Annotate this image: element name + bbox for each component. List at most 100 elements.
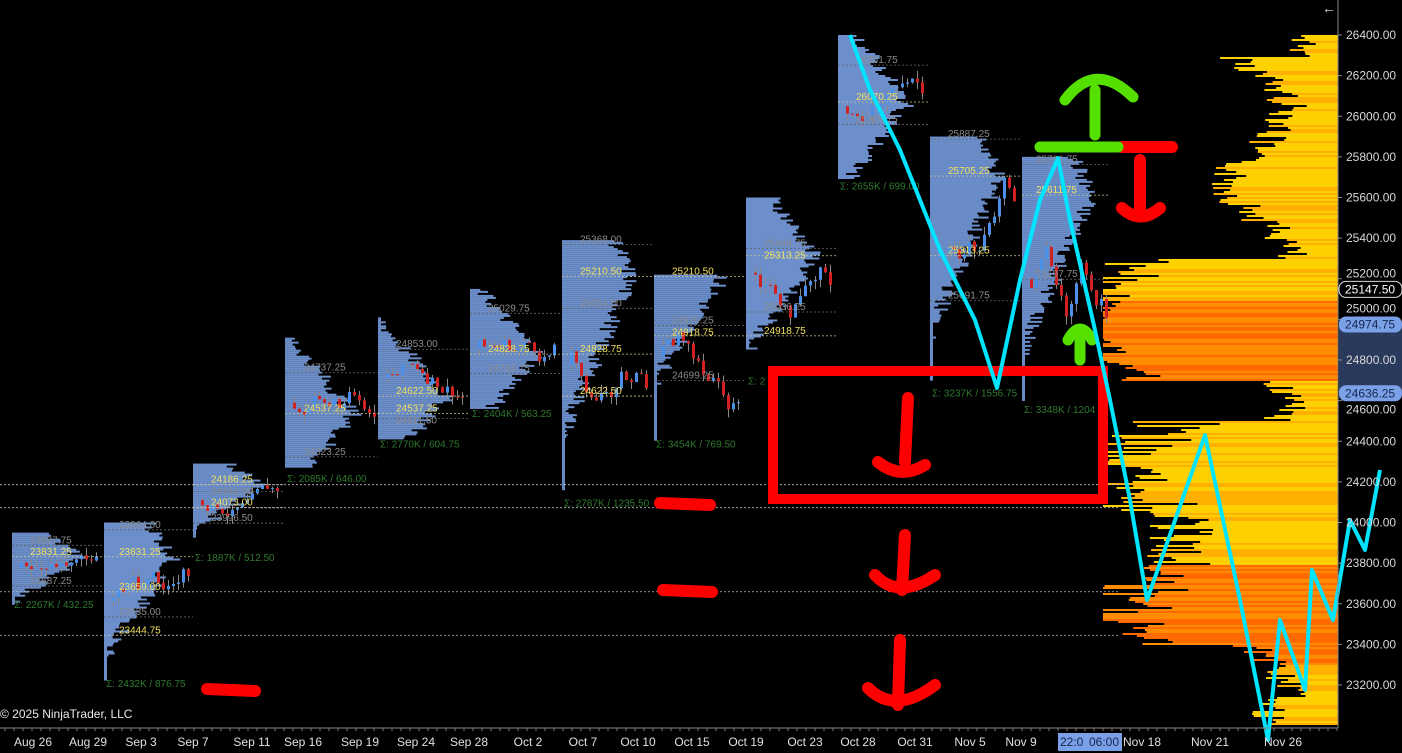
green-up-arrows [1034,73,1139,366]
heatmap-bar [1103,461,1338,463]
profile-bar [930,158,999,161]
profile-bar [746,219,794,222]
heatmap-bar [1103,343,1338,345]
heatmap-bar [1259,157,1338,159]
profile-bar [838,75,886,77]
heatmap-bar [1132,421,1338,423]
profile-bar [654,362,658,365]
profile-bar [470,378,522,381]
profile-bar [930,322,933,325]
heatmap-bar [1199,427,1338,429]
profile-bar [104,602,151,605]
heatmap-bar [1272,81,1338,83]
candle-body [456,396,459,398]
heatmap-bar [1266,385,1338,387]
heatmap-bar [1252,209,1338,211]
profile-bar [930,184,997,187]
profile-bar [930,276,956,279]
profile-bar [930,302,951,305]
profile-bar [654,282,720,285]
candle-body [266,485,269,489]
profile-bar [562,460,565,463]
red-rectangle-annotation[interactable] [768,366,1108,504]
drawing-annotations [201,34,1382,742]
price-level-label: 24152.00 [211,487,253,498]
profile-bar [562,466,565,469]
profile-bar [930,318,941,321]
profile-bar [930,340,933,343]
profile-bar [1022,244,1064,247]
price-marker-label: 24974.75 [1345,318,1395,332]
profile-bar [285,391,328,394]
heatmap-bar [1303,47,1338,49]
price-tick-label: 24200.00 [1346,475,1396,489]
profile-bar [285,341,299,344]
price-level-label: 25029.75 [488,303,530,314]
profile-bar [562,276,628,279]
heatmap-bar [1126,377,1338,379]
date-tick-label: Sep 19 [341,735,379,749]
heatmap-bar [1144,489,1338,491]
profile-bar [285,393,337,396]
profile-bar [12,542,56,545]
profile-bar [1022,306,1045,309]
heatmap-bar [1154,595,1338,597]
price-level-label: 24699.25 [672,370,714,381]
profile-bar [285,427,339,430]
profile-bar [838,125,885,127]
candle-body [401,364,404,376]
heatmap-bar [1115,285,1338,287]
candle-body [353,392,356,396]
arrow-left-icon[interactable]: ← [1322,0,1336,16]
profile-bar [1022,350,1025,353]
profile-bar [838,135,889,137]
profile-bar [562,296,629,299]
profile-bar [104,638,122,641]
profile-bar [562,468,565,471]
price-axis[interactable]: 26400.0026200.0026000.0025800.0025600.00… [1337,0,1402,728]
profile-bar [654,404,657,407]
profile-bar [1022,226,1078,229]
profile-bar [930,204,983,207]
heatmap-bar [1289,49,1338,51]
profile-bar [285,411,351,414]
profile-bar [193,517,223,520]
profile-bar [930,208,985,211]
heatmap-bar [1246,175,1338,177]
profile-bar [930,288,943,291]
profile-bar [838,123,898,125]
heatmap-bar [1103,331,1338,333]
profile-bar [654,284,726,287]
profile-bar [1022,230,1076,233]
profile-bar [1022,278,1062,281]
heatmap-bar [1278,667,1338,669]
heatmap-bar [1292,109,1338,111]
date-tick-label: Nov 18 [1123,735,1161,749]
heatmap-bar [1103,337,1338,339]
profile-bar [193,501,231,504]
profile-bar [378,429,412,432]
heatmap-bar [1238,69,1338,71]
profile-bar [1022,310,1045,313]
profile-bar [193,467,234,470]
heatmap-bar [1272,719,1338,721]
profile-bar [930,210,989,213]
profile-volume-summary: Σ: 3348K / 1204 [1024,405,1096,416]
profile-bar [562,312,608,315]
candle-body [538,351,541,362]
candle-body [595,397,598,401]
profile-bar [562,372,592,375]
profile-bar [104,614,137,617]
heatmap-bar [1264,417,1338,419]
volume-profile [562,240,648,491]
date-tick-label: Sep 11 [233,735,270,749]
date-tick-label: Oct 10 [620,735,656,749]
profile-bar [930,190,992,193]
profile-bar [562,250,623,253]
heatmap-bar [1134,495,1338,497]
profile-bar [1022,338,1025,341]
time-axis[interactable]: Aug 26 Aug 29 Sep 3 Sep 7 Sep 11 Sep 16 Sep 19… [0,727,1338,751]
profile-bar [12,570,60,573]
profile-bar [470,324,520,327]
